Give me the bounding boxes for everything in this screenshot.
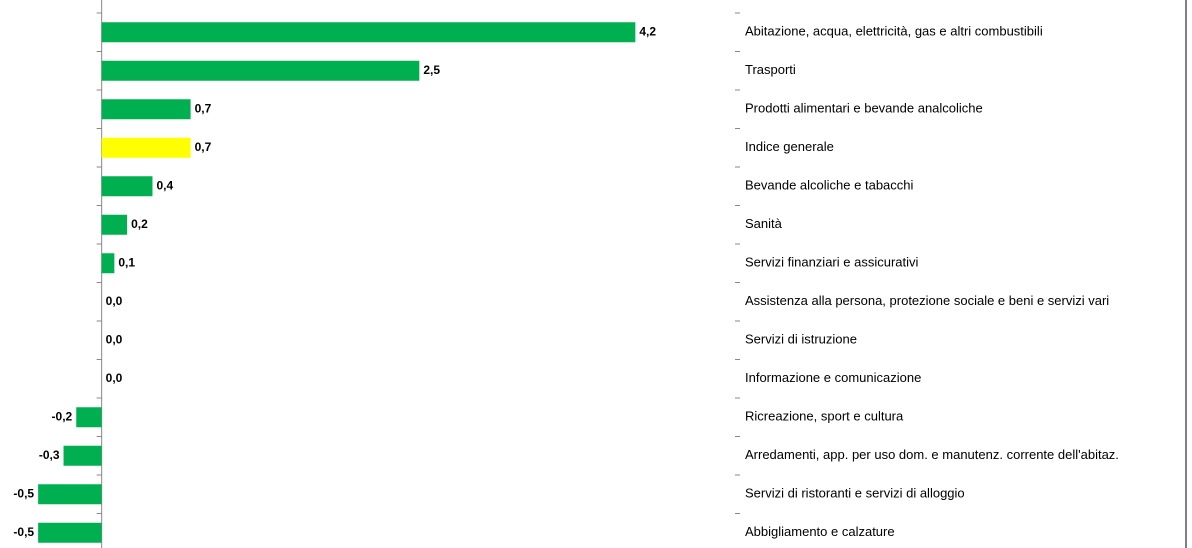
value-label: 4,2: [639, 24, 656, 38]
bar: [101, 176, 153, 197]
value-label: -0,2: [52, 409, 73, 423]
category-label: Trasporti: [745, 62, 796, 77]
bar: [38, 484, 102, 505]
category-label: Servizi di istruzione: [745, 332, 857, 347]
value-label: -0,5: [13, 525, 34, 539]
value-label: 0,4: [156, 178, 173, 192]
value-label: 0,2: [131, 217, 148, 231]
bar: [76, 407, 102, 428]
bar: [63, 445, 102, 466]
category-label: Servizi di ristoranti e servizi di allog…: [745, 486, 965, 501]
value-label: 0,1: [118, 255, 135, 269]
bar: [101, 137, 191, 158]
value-label: -0,5: [13, 486, 34, 500]
value-label: 0,7: [195, 101, 212, 115]
value-label: -0,3: [39, 448, 60, 462]
bar: [38, 522, 102, 543]
bar: [101, 22, 636, 43]
value-label: 0,7: [195, 140, 212, 154]
value-label: 0,0: [106, 371, 123, 385]
category-label: Prodotti alimentari e bevande analcolich…: [745, 101, 983, 116]
category-label: Ricreazione, sport e cultura: [745, 409, 904, 424]
bar: [101, 60, 420, 81]
bar: [101, 214, 128, 235]
category-label: Sanità: [745, 216, 783, 231]
category-label: Arredamenti, app. per uso dom. e manuten…: [745, 447, 1119, 462]
value-label: 2,5: [423, 63, 440, 77]
value-label: 0,0: [106, 294, 123, 308]
bar: [101, 99, 191, 120]
bar: [101, 253, 115, 274]
category-label: Indice generale: [745, 139, 834, 154]
category-label: Informazione e comunicazione: [745, 370, 921, 385]
value-label: 0,0: [106, 332, 123, 346]
category-label: Abbigliamento e calzature: [745, 524, 895, 539]
category-label: Abitazione, acqua, elettricità, gas e al…: [745, 24, 1043, 39]
category-label: Servizi finanziari e assicurativi: [745, 255, 919, 270]
category-label: Assistenza alla persona, protezione soci…: [745, 293, 1109, 308]
category-label: Bevande alcoliche e tabacchi: [745, 178, 914, 193]
